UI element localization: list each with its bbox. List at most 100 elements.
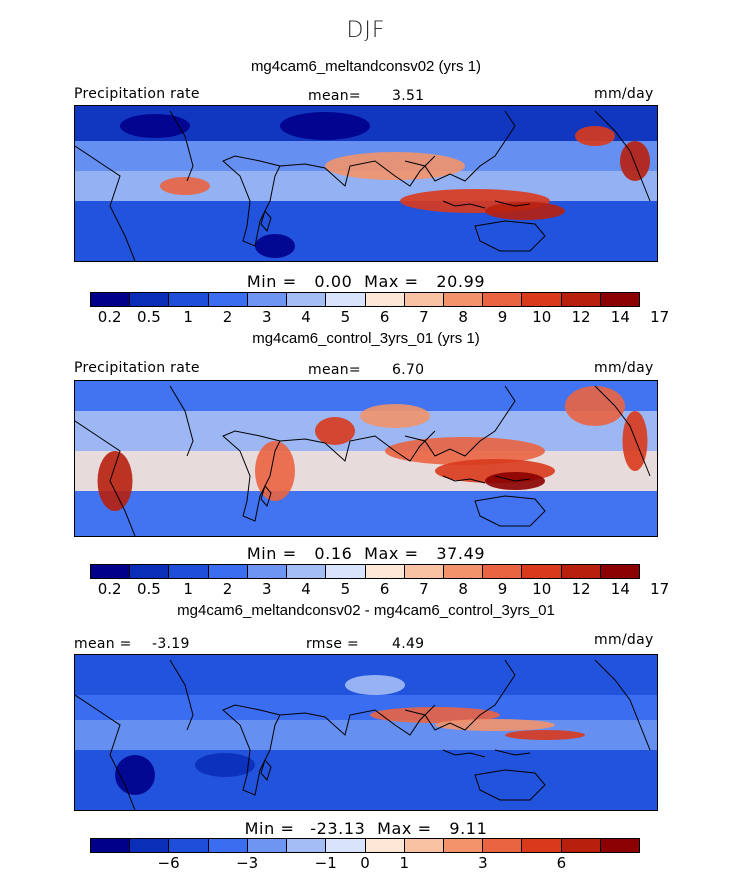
colorbar-tick-label: 10 [532,580,552,598]
colorbar-box [208,839,248,852]
colorbar-tick-label: 0 [360,854,370,872]
colorbar-box [130,839,170,852]
coastline [279,155,436,187]
panel1-min-value: 0.00 [314,272,353,291]
field-blob [370,707,500,723]
panel3-rmse-label: rmse = [306,636,360,652]
field-blob [622,411,648,471]
panel2-mean-label: mean= [308,362,361,378]
season-title: DJF [346,18,386,43]
colorbar-box [483,565,523,578]
colorbar-tick-label: 3 [262,580,272,598]
colorbar-tick-label: 12 [571,308,591,326]
colorbar-box [443,293,484,306]
colorbar-box [130,293,170,306]
coastline [222,430,281,522]
coastline [75,145,136,261]
colorbar-tick-label: 0.2 [97,308,122,326]
colorbar-tick-label: 2 [222,580,233,598]
colorbar-box [522,839,562,852]
colorbar-box [404,839,444,852]
panel3-min-value: -23.13 [310,819,366,838]
panel3-minmax: Min = -23.13 Max = 9.11 [0,819,732,838]
colorbar-box [287,565,327,578]
coastline [594,385,651,477]
coastline [442,200,531,209]
coastline [222,704,281,796]
panel2-max-value: 37.49 [436,544,486,563]
colorbar-box [404,293,444,306]
panel1-minmax: Min = 0.00 Max = 20.99 [0,272,732,291]
panel2-min-value: 0.16 [314,544,353,563]
field-blob [315,417,355,445]
field-blob [280,112,370,140]
panel3-colorbar [90,838,640,853]
coastline [260,209,272,233]
colorbar-tick-label: 3 [262,308,272,326]
field-blob [620,141,650,181]
coastline [442,749,531,758]
colorbar-box [326,293,366,306]
field-blob [485,202,565,220]
colorbar-box [91,565,131,578]
panel2-colorbar [90,564,640,579]
field-band [75,695,657,720]
panel1-units: mm/day [594,86,654,102]
field-blob [97,451,133,511]
field-band [75,451,657,491]
field-blob [360,404,430,428]
panel2-title: mg4cam6_control_3yrs_01 (yrs 1) [252,330,480,347]
colorbar-tick-label: 10 [532,308,552,326]
coastline [260,484,272,508]
coastline [404,385,516,457]
colorbar-tick-label: 0.5 [136,580,161,598]
coastline [260,758,272,782]
colorbar-tick-label: 9 [497,580,508,598]
panel1-map-canvas [75,106,657,261]
colorbar-box [91,293,131,306]
field-blob [195,753,255,777]
colorbar-box [600,839,640,852]
field-band [75,201,657,261]
coastline [474,769,546,801]
colorbar-tick-label: −1 [314,854,337,872]
colorbar-tick-label: 4 [301,580,311,598]
colorbar-tick-label: 6 [379,308,390,326]
panel3-max-label: Max = [377,819,432,838]
colorbar-box [443,565,484,578]
colorbar-box [561,293,601,306]
coastline [279,430,436,462]
panel3-map-canvas [75,655,657,810]
colorbar-box [561,839,601,852]
coastline [75,420,136,536]
panel3-mean-label: mean = [74,636,132,652]
coastline [169,659,194,731]
colorbar-box [483,839,523,852]
colorbar-box [443,839,484,852]
panel1-title: mg4cam6_meltandconsv02 (yrs 1) [250,58,482,75]
panel2-map-canvas [75,381,657,536]
coastline [169,110,194,182]
panel1-map [74,105,658,262]
colorbar-tick-label: 4 [301,308,311,326]
field-band [75,750,657,810]
panel3-colorbar-ticks: −6 −3 −1 0 1 3 6 [90,854,640,872]
colorbar-tick-label: 7 [419,308,429,326]
colorbar-tick-label: 6 [379,580,390,598]
field-blob [345,675,405,695]
colorbar-box [600,293,640,306]
panel1-colorbar-ticks: 0.2 0.5 1 2 3 4 5 6 7 8 9 10 12 14 17 [90,308,669,326]
colorbar-box [130,565,170,578]
colorbar-tick-label: 17 [650,308,670,326]
colorbar-tick-label: −3 [236,854,259,872]
colorbar-box [600,565,640,578]
colorbar-box [326,565,366,578]
colorbar-box [91,839,131,852]
colorbar-tick-label: 0.2 [97,580,122,598]
panel2-max-label: Max = [364,544,419,563]
colorbar-tick-label: 1 [183,580,193,598]
field-blob [435,719,555,731]
colorbar-box [522,293,562,306]
colorbar-tick-label: 5 [340,308,351,326]
colorbar-box [287,293,327,306]
